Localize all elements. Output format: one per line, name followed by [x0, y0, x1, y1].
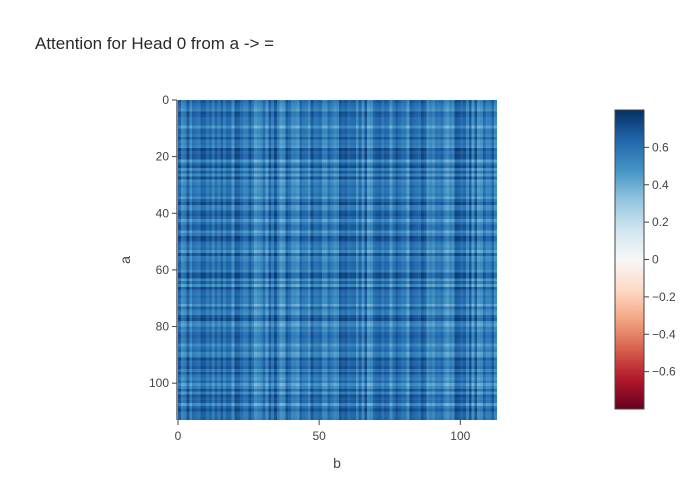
- x-tick-label: 0: [175, 429, 182, 443]
- colorbar-tick-label: 0.6: [652, 140, 669, 154]
- colorbar-tick-label: 0.2: [652, 215, 669, 229]
- x-tick-label: 50: [312, 429, 326, 443]
- y-axis-title: a: [117, 256, 133, 264]
- colorbar: [614, 109, 645, 410]
- x-tick-label: 100: [450, 429, 470, 443]
- y-tick-label: 40: [156, 206, 170, 220]
- x-axis-ticks: 0 50 100: [175, 420, 471, 443]
- colorbar-tick-label: −0.4: [652, 327, 676, 341]
- x-axis-title: b: [333, 455, 341, 471]
- colorbar-tick-label: −0.6: [652, 365, 676, 379]
- y-tick-label: 100: [149, 376, 169, 390]
- y-tick-label: 80: [156, 320, 170, 334]
- heatmap-image: [178, 100, 497, 420]
- y-axis-ticks: 0 20 40 60 80 100: [149, 93, 178, 420]
- y-tick-label: 60: [156, 263, 170, 277]
- colorbar-ticks: 0.6 0.4 0.2 0 −0.2 −0.4 −0.6: [644, 140, 676, 379]
- colorbar-tick-label: 0: [652, 253, 659, 267]
- heatmap-cells: [178, 100, 497, 420]
- colorbar-tick-label: −0.2: [652, 290, 676, 304]
- chart-title: Attention for Head 0 from a -> =: [35, 34, 275, 53]
- y-tick-label: 0: [162, 93, 169, 107]
- y-tick-label: 20: [156, 150, 170, 164]
- colorbar-tick-label: 0.4: [652, 178, 669, 192]
